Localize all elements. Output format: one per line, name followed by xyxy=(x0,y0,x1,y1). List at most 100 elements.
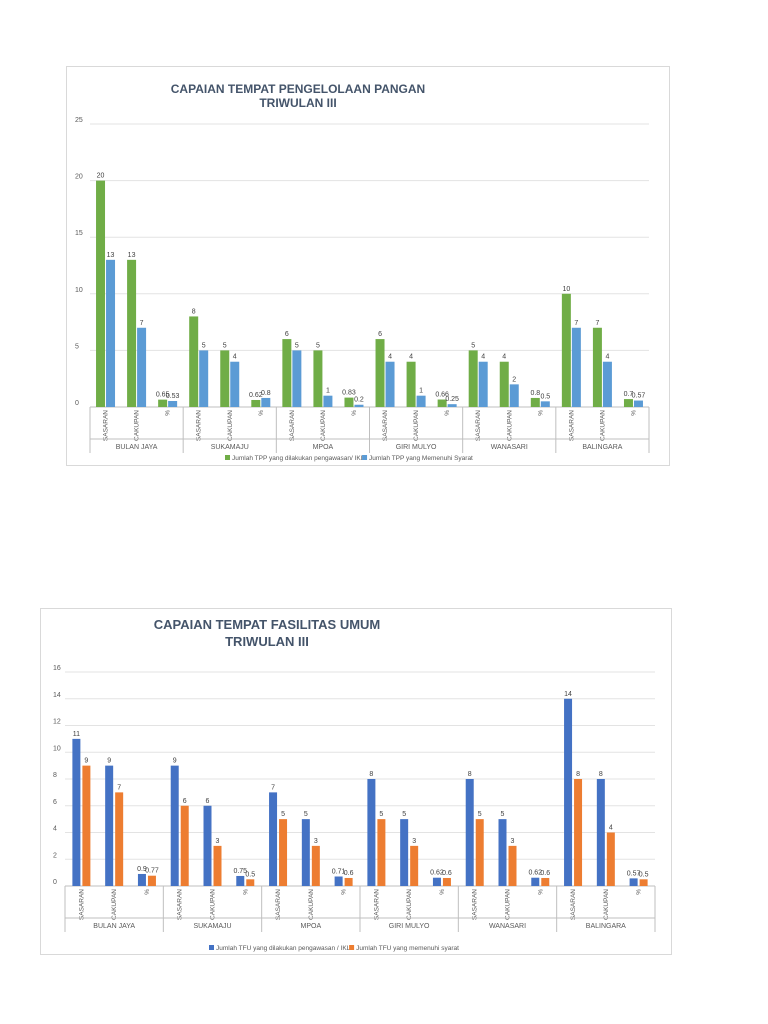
y-tick-label: 14 xyxy=(53,692,61,699)
bar xyxy=(639,879,648,886)
bar xyxy=(354,404,364,407)
category-label: CAKUPAN xyxy=(406,889,413,920)
bar xyxy=(261,397,271,407)
data-label: 9 xyxy=(173,758,177,765)
data-label: 20 xyxy=(97,173,105,180)
bar xyxy=(230,361,240,407)
data-label: 0.2 xyxy=(354,397,364,404)
bar xyxy=(105,765,114,886)
data-label: 4 xyxy=(502,354,506,361)
data-label: 0.6 xyxy=(540,870,550,877)
data-label: 5 xyxy=(501,811,505,818)
legend-item: Jumlah TPP yang dilakukan pengawasan/ IK… xyxy=(232,455,365,462)
legend-item: Jumlah TFU yang memenuhi syarat xyxy=(356,945,459,952)
bar xyxy=(478,361,488,407)
y-tick-label: 15 xyxy=(75,230,83,237)
group-label: BALINGARA xyxy=(586,923,626,930)
legend-swatch xyxy=(209,945,214,950)
category-label: % xyxy=(537,889,544,895)
y-tick-label: 5 xyxy=(75,343,79,350)
data-label: 7 xyxy=(140,320,144,327)
data-label: 5 xyxy=(402,811,406,818)
group-label: MPOA xyxy=(301,923,322,930)
data-label: 5 xyxy=(223,342,227,349)
group-label: GIRI MULYO xyxy=(396,444,437,451)
data-label: 0.65 xyxy=(156,392,170,399)
bar xyxy=(269,792,278,886)
bar xyxy=(180,805,189,886)
bar xyxy=(282,339,292,407)
bar xyxy=(541,877,550,886)
data-label: 0.6 xyxy=(344,870,354,877)
bar xyxy=(168,401,178,407)
data-label: 0.66 xyxy=(435,392,449,399)
category-label: CAKUPAN xyxy=(506,410,513,441)
bar xyxy=(189,316,199,407)
category-label: % xyxy=(636,889,643,895)
data-label: 0.57 xyxy=(627,870,641,877)
category-label: SASARAN xyxy=(570,889,577,920)
category-label: % xyxy=(630,410,637,416)
bar xyxy=(400,819,409,886)
data-label: 2 xyxy=(512,376,516,383)
group-label: GIRI MULYO xyxy=(389,923,430,930)
data-label: 8 xyxy=(468,771,472,778)
data-label: 5 xyxy=(478,811,482,818)
legend-item: Jumlah TPP yang Memenuhi Syarat xyxy=(369,455,473,462)
data-label: 1 xyxy=(419,388,423,395)
category-label: CAKUPAN xyxy=(599,410,606,441)
category-label: % xyxy=(444,410,451,416)
data-label: 7 xyxy=(117,784,121,791)
category-label: SASARAN xyxy=(275,889,282,920)
y-tick-label: 10 xyxy=(75,287,83,294)
category-label: % xyxy=(439,889,446,895)
category-label: CAKUPAN xyxy=(413,410,420,441)
category-label: CAKUPAN xyxy=(320,410,327,441)
group-label: WANASARI xyxy=(489,923,526,930)
data-label: 13 xyxy=(128,252,136,259)
bar xyxy=(203,805,212,886)
bar xyxy=(499,361,509,407)
category-label: CAKUPAN xyxy=(505,889,512,920)
data-label: 7 xyxy=(574,320,578,327)
data-label: 10 xyxy=(562,286,570,293)
bar xyxy=(311,845,320,886)
bar xyxy=(571,327,581,407)
bar xyxy=(592,327,602,407)
data-label: 1 xyxy=(326,388,330,395)
bar xyxy=(96,180,106,407)
group-label: BALINGARA xyxy=(582,444,622,451)
bar xyxy=(313,350,323,407)
bar xyxy=(530,397,540,407)
bar xyxy=(213,845,222,886)
data-label: 6 xyxy=(183,798,187,805)
bar xyxy=(377,819,386,886)
bar xyxy=(137,327,147,407)
category-label: SASARAN xyxy=(568,410,575,441)
group-label: BULAN JAYA xyxy=(93,923,135,930)
data-label: 5 xyxy=(471,342,475,349)
bar xyxy=(147,875,156,886)
bar xyxy=(442,877,451,886)
bar xyxy=(596,779,605,886)
data-label: 0.53 xyxy=(166,393,180,400)
chart-title-line2: TRIWULAN III xyxy=(225,634,309,649)
bar xyxy=(468,350,478,407)
data-label: 4 xyxy=(481,354,485,361)
data-label: 4 xyxy=(409,354,413,361)
data-label: 5 xyxy=(316,342,320,349)
category-label: CAKUPAN xyxy=(111,889,118,920)
group-label: SUKAMAJU xyxy=(193,923,231,930)
category-label: CAKUPAN xyxy=(308,889,315,920)
bar xyxy=(623,399,633,407)
category-label: % xyxy=(165,410,172,416)
category-label: SASARAN xyxy=(103,410,110,441)
chart-title-line1: CAPAIAN TEMPAT FASILITAS UMUM xyxy=(154,617,381,632)
data-label: 14 xyxy=(564,691,572,698)
data-label: 0.62 xyxy=(249,392,263,399)
data-label: 5 xyxy=(295,342,299,349)
category-label: CAKUPAN xyxy=(603,889,610,920)
category-label: % xyxy=(258,410,265,416)
bar xyxy=(416,395,426,407)
bar xyxy=(137,873,146,886)
